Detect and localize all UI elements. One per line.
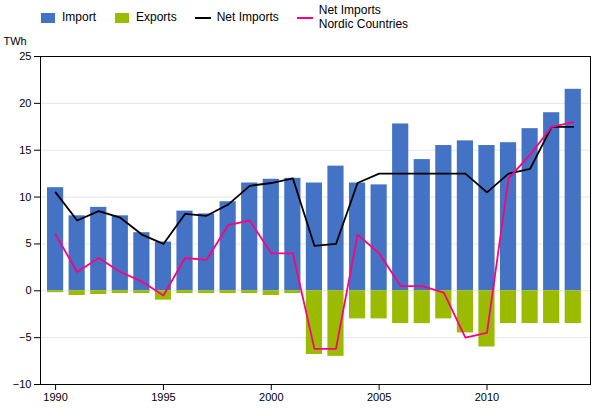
svg-text:5: 5: [25, 237, 31, 249]
svg-text:0: 0: [25, 284, 31, 296]
svg-text:2005: 2005: [367, 391, 391, 403]
svg-text:TWh: TWh: [4, 35, 27, 47]
svg-text:20: 20: [19, 96, 31, 108]
svg-text:−10: −10: [13, 378, 32, 390]
html-text:Exports: Exports: [136, 9, 177, 24]
svg-text:25: 25: [19, 50, 31, 62]
html-text:Import: Import: [62, 9, 96, 24]
svg-text:15: 15: [19, 143, 31, 155]
svg-text:2010: 2010: [475, 391, 499, 403]
svg-text:−5: −5: [19, 331, 32, 343]
svg-text:2000: 2000: [259, 391, 283, 403]
svg-text:1990: 1990: [43, 391, 67, 403]
html-text:Net Imports Nordic Countries: Net Imports Nordic Countries: [318, 3, 409, 31]
html-text:Net Imports: Net Imports: [216, 9, 279, 24]
svg-text:10: 10: [19, 190, 31, 202]
svg-text:1995: 1995: [151, 391, 175, 403]
